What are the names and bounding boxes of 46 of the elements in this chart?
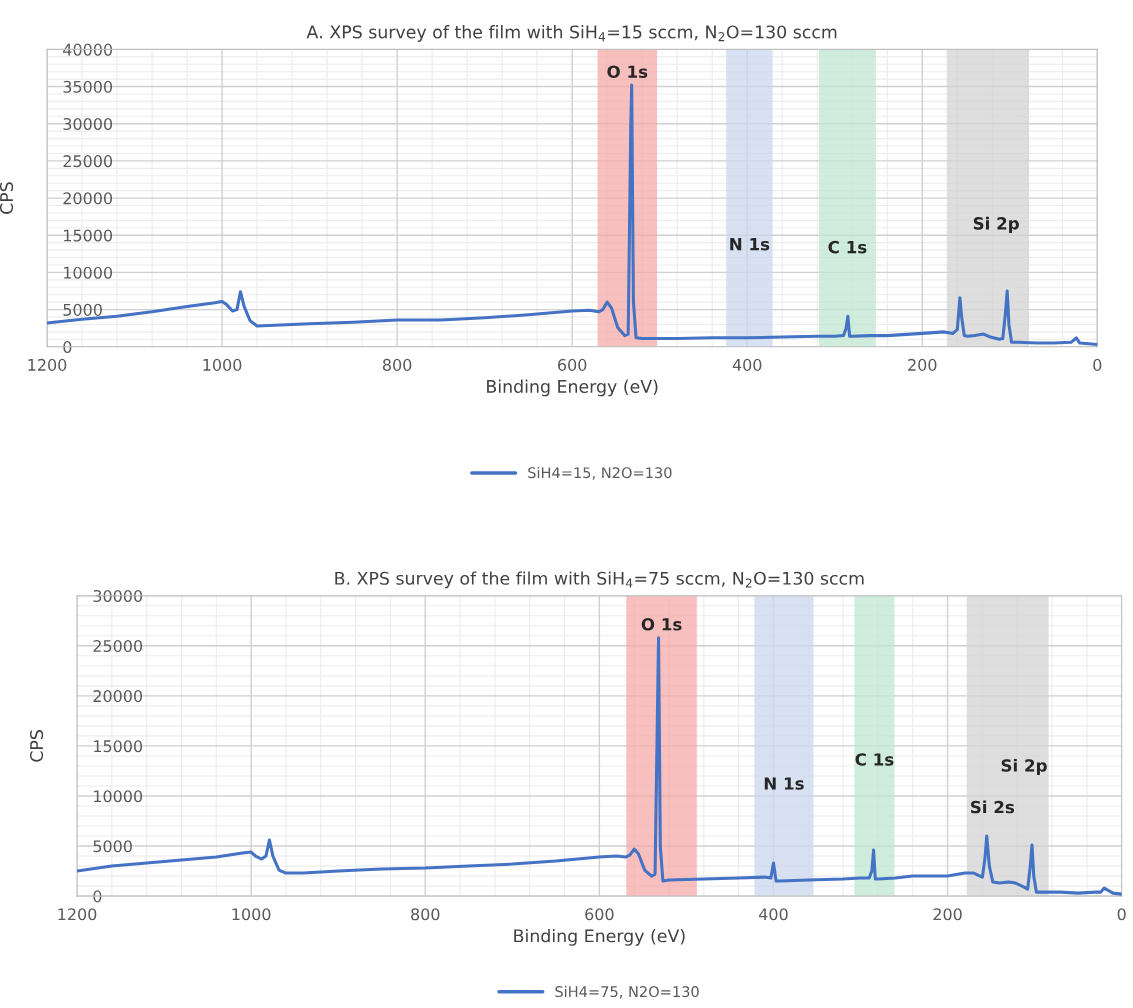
y-tick-label: 30000 (93, 589, 143, 603)
x-tick-label: 200 (908, 358, 937, 371)
x-tick-label: 0 (1117, 908, 1126, 921)
band-label: O 1s (641, 618, 682, 631)
y-tick-label: 0 (93, 890, 102, 903)
chart-title: A. XPS survey of the film with SiH$_{4}$=15 sccm, N$_{2}$O=130 sccm (306, 25, 837, 42)
band-label: Si 2p (1001, 758, 1047, 776)
y-tick-label: 15000 (64, 229, 113, 242)
x-tick-label: 1200 (58, 908, 97, 921)
legend-label: SiH4=75, N2O=130 (555, 985, 699, 999)
x-tick-label: 400 (732, 358, 762, 371)
x-tick-label: 1000 (203, 358, 242, 371)
y-axis-title: CPS (29, 730, 44, 762)
y-tick-label: 5000 (63, 303, 102, 316)
y-tick-label: 30000 (63, 117, 113, 131)
x-tick-label: 200 (933, 908, 962, 921)
x-tick-label: 800 (411, 908, 440, 921)
annotation: Si 2s (970, 800, 1015, 814)
y-axis-title: CPS (0, 182, 14, 214)
x-tick-label: 800 (382, 358, 412, 371)
legend-label: SiH4=15, N2O=130 (528, 466, 672, 480)
y-tick-label: 15000 (94, 740, 143, 753)
y-tick-label: 25000 (93, 640, 143, 653)
band-label: C 1s (828, 240, 867, 254)
x-tick-label: 1000 (232, 908, 271, 921)
chart-title: B. XPS survey of the film with SiH$_{4}$=75 sccm, N$_{2}$O=130 sccm (335, 571, 864, 589)
x-tick-label: 1200 (28, 358, 67, 371)
band-label: Si 2p (973, 216, 1019, 233)
x-axis-title: Binding Energy (eV) (487, 379, 658, 397)
y-tick-label: 20000 (93, 690, 143, 703)
y-tick-label: 25000 (63, 155, 113, 168)
y-tick-label: 10000 (64, 266, 113, 279)
y-tick-label: 35000 (63, 80, 113, 93)
x-tick-label: 400 (759, 908, 788, 921)
y-tick-label: 10000 (94, 790, 143, 803)
band-label: N 1s (730, 238, 770, 251)
y-tick-label: 20000 (63, 192, 113, 205)
band-label: C 1s (855, 753, 894, 766)
y-tick-label: 5000 (93, 840, 132, 853)
x-tick-label: 600 (585, 908, 614, 921)
band-label: N 1s (764, 777, 804, 790)
band-label: O 1s (607, 65, 648, 79)
x-axis-title: Binding Energy (eV) (514, 928, 685, 946)
x-tick-label: 600 (558, 358, 587, 371)
x-tick-label: 0 (1093, 358, 1102, 371)
y-tick-label: 0 (63, 340, 72, 354)
